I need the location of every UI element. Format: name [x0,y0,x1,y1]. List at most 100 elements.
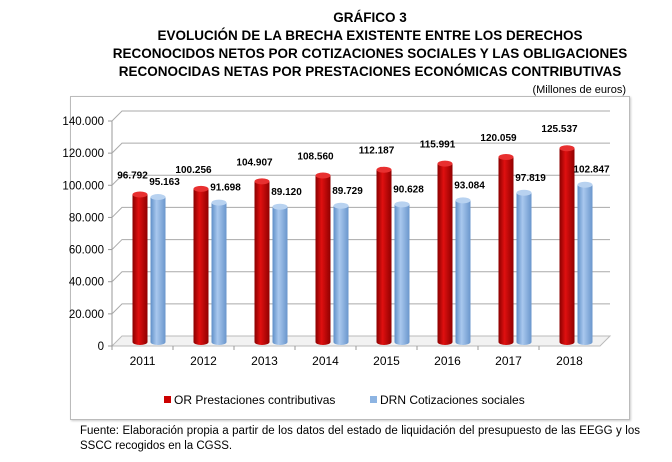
bar-top [333,202,349,209]
bar-drn [516,192,532,342]
bar-base [498,339,514,345]
data-label: 89.120 [271,187,302,198]
bar-or [132,194,148,342]
footnote: Fuente: Elaboración propia a partir de l… [80,425,640,452]
data-label: 91.698 [210,183,241,194]
bar-base [333,339,349,345]
data-label: 100.256 [175,165,212,176]
x-tick-label: 2018 [556,354,583,368]
data-label: 120.059 [480,133,517,144]
data-label: 97.819 [515,173,546,184]
bar-base [211,339,227,345]
data-label: 95.163 [149,177,180,188]
bar-top [132,191,148,198]
bar-top [577,181,593,188]
title-line: GRÁFICO 3 [333,10,407,25]
data-label: 104.907 [236,157,273,168]
bar-base [132,339,148,345]
title-line: RECONOCIDOS NETOS POR COTIZACIONES SOCIA… [112,46,628,61]
bar-drn [455,200,471,342]
units-label: (Millones de euros) [532,84,626,96]
y-tick-label: 100.000 [62,180,104,192]
bar-or [559,148,575,342]
data-label: 90.628 [393,184,424,195]
bar-base [150,339,166,345]
gridline [111,110,610,122]
y-tick-label: 140.000 [62,116,104,128]
data-label: 102.847 [573,165,610,176]
bar-or [193,188,209,342]
x-tick-label: 2011 [130,354,156,368]
bar-base [272,339,288,345]
legend-label: DRN Cotizaciones sociales [380,393,525,407]
bar-drn [577,184,593,342]
bar-top [559,145,575,152]
bar-base [315,339,331,345]
bar-top [315,172,331,179]
bar-drn [211,202,227,342]
gridline [111,303,610,315]
y-tick-label: 120.000 [62,148,104,160]
bar-top [516,189,532,196]
bar-or [376,169,392,342]
bar-drn [333,205,349,342]
y-tick-label: 60.000 [69,245,104,257]
bar-top [394,201,410,208]
bar-top [272,203,288,210]
bar-top [211,199,227,206]
y-tick-label: 80.000 [69,212,104,224]
chart-floor [110,335,612,347]
y-tick-label: 0 [98,341,104,353]
x-tick-label: 2017 [495,354,522,368]
title-line: EVOLUCIÓN DE LA BRECHA EXISTENTE ENTRE L… [157,28,583,43]
gridline [111,239,610,250]
bar-top [254,178,270,185]
data-label: 89.729 [332,186,363,197]
chart-title: GRÁFICO 3 EVOLUCIÓN DE LA BRECHA EXISTEN… [60,9,672,81]
bar-top [193,185,209,192]
y-tick-label: 20.000 [69,309,104,321]
bar-or [254,181,270,342]
x-tick-label: 2016 [434,354,461,368]
legend-label: OR Prestaciones contributivas [174,393,335,407]
bar-or [498,157,514,342]
bar-or [315,175,331,342]
chart-frame [70,96,630,420]
y-tick-label: 40.000 [69,277,104,289]
x-tick-label: 2014 [312,354,339,368]
bar-top [498,154,514,161]
bar-drn [150,197,166,342]
data-label: 93.084 [454,180,485,191]
bar-top [437,160,453,167]
bar-base [193,339,209,345]
data-label: 108.560 [297,152,334,163]
bar-drn [272,206,288,342]
data-label: 115.991 [420,140,456,151]
gridline [111,142,610,154]
bar-top [150,194,166,201]
data-label: 112.187 [359,146,395,157]
bar-base [559,339,575,345]
data-label: 125.537 [541,124,578,135]
title-line: RECONOCIDAS NETAS POR PRESTACIONES ECONÓ… [118,64,622,79]
bar-drn [394,204,410,342]
bar-base [455,339,471,345]
bar-base [254,339,270,345]
bar-or [437,163,453,342]
data-label: 96.792 [117,170,148,181]
bar-base [437,339,453,345]
bar-top [455,197,471,204]
bar-base [394,339,410,345]
gridline [111,206,610,218]
gridline [111,271,610,283]
bar-top [376,166,392,173]
bar-base [516,339,532,345]
x-tick-label: 2015 [373,354,400,368]
legend-swatch [370,396,377,403]
bar-base [577,339,593,345]
x-tick-label: 2012 [190,354,217,368]
legend-swatch [164,396,171,403]
bar-base [376,339,392,345]
x-tick-label: 2013 [251,354,278,368]
